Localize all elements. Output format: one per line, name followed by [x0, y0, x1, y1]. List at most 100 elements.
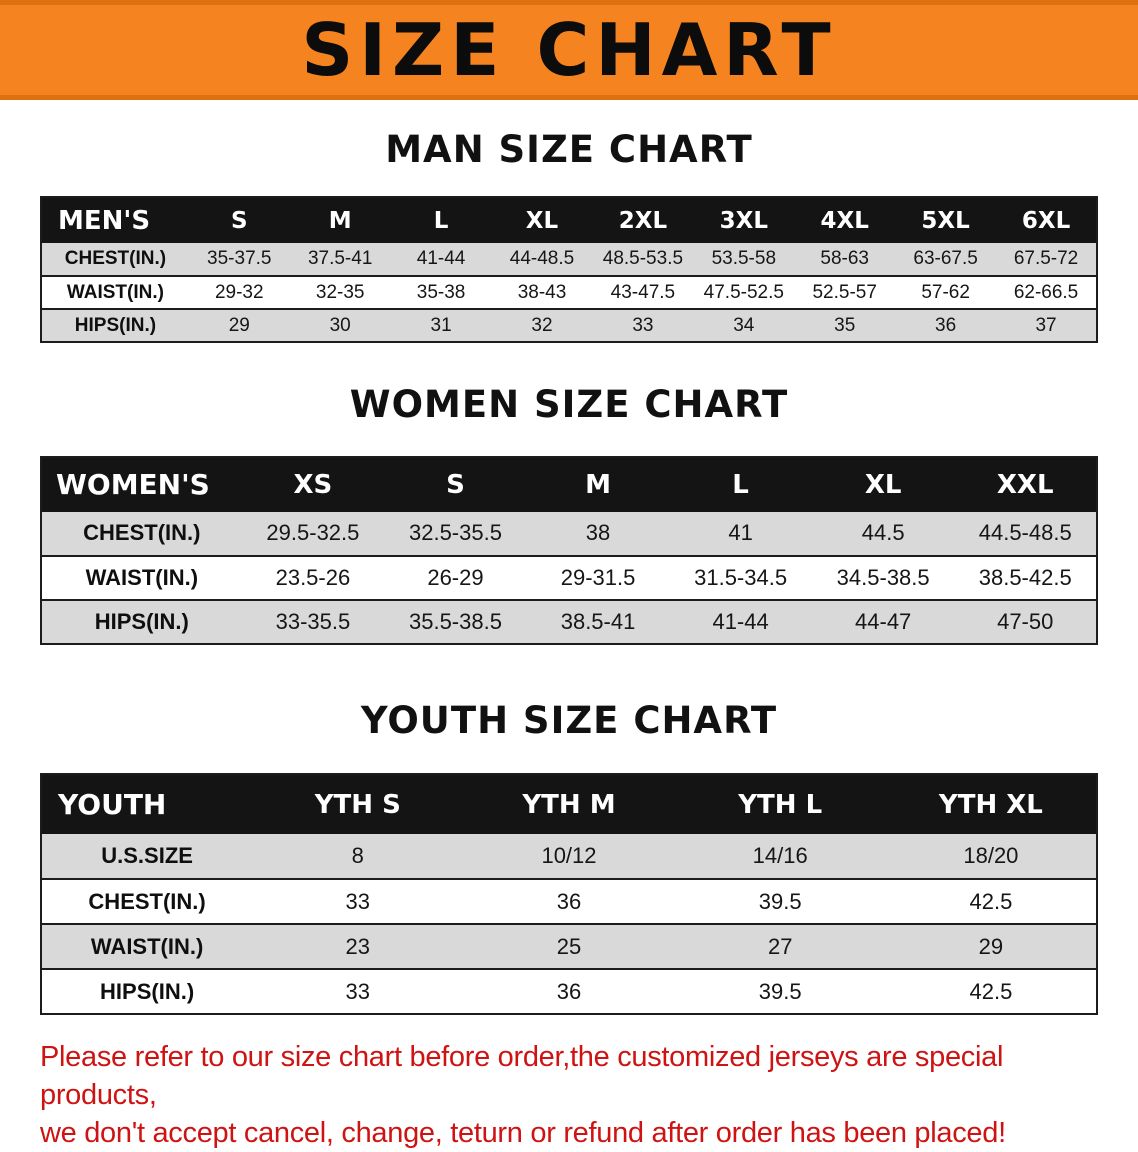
size-value-cell: 36 [935, 314, 957, 336]
size-header-cell: YTH L [674, 774, 886, 835]
size-header-cell: 5XL [895, 197, 997, 244]
size-header-cell: S [384, 456, 527, 512]
size-value-cell: 44.5 [861, 520, 905, 546]
size-value-cell: 31 [430, 314, 452, 336]
size-value-cell: 41-44 [712, 608, 769, 634]
banner: SIZE CHART [0, 0, 1138, 100]
size-value-cell: 52.5-57 [812, 281, 877, 303]
youth-size-table: YOUTH YTH S YTH M YTH L YTH XL U.S.SIZE 8 10/12… [40, 773, 1098, 1016]
size-value-cell: 43-47.5 [610, 281, 676, 303]
section-men: MAN SIZE CHART MEN'S S M L XL 2XL 3XL 4XL 5XL 6XL… [0, 128, 1138, 344]
size-header-cell: XL [811, 456, 955, 512]
size-value-cell: 44-47 [855, 608, 912, 634]
table-row: CHEST(IN.) 29.5-32.5 32.5-35.5 38 41 44.5 44.5… [41, 511, 1097, 556]
size-value-cell: 35.5-38.5 [408, 608, 502, 634]
table-header-row: YOUTH YTH S YTH M YTH L YTH XL [41, 774, 1097, 835]
size-value-cell: 29 [978, 933, 1004, 959]
size-value-cell: 23 [345, 933, 371, 959]
size-value-cell: 18/20 [963, 843, 1019, 869]
size-value-cell: 36 [556, 888, 582, 914]
size-value-cell: 39.5 [758, 888, 802, 914]
size-value-cell: 62-66.5 [1013, 281, 1079, 303]
size-header-cell: 6XL [996, 197, 1097, 244]
table-row: CHEST(IN.) 35-37.5 37.5-41 41-44 44-48.5 48.5… [41, 243, 1097, 277]
size-value-cell: 33 [345, 978, 371, 1004]
table-row: WAIST(IN.) 23 25 27 29 [41, 924, 1097, 970]
row-label: CHEST(IN.) [83, 520, 201, 546]
table-row: HIPS(IN.) 33-35.5 35.5-38.5 38.5-41 41-44 44-… [41, 599, 1097, 644]
row-label: WAIST(IN.) [66, 281, 164, 303]
disclaimer: Please refer to our size chart before or… [40, 1039, 1118, 1152]
size-value-cell: 25 [556, 933, 582, 959]
table-header-row: WOMEN'S XS S M L XL XXL [41, 456, 1097, 512]
size-value-cell: 10/12 [541, 843, 597, 869]
size-value-cell: 48.5-53.5 [602, 248, 684, 270]
row-label: WAIST(IN.) [90, 933, 204, 959]
table-row: WAIST(IN.) 29-32 32-35 35-38 38-43 43-47.5 47.… [41, 276, 1097, 310]
size-value-cell: 58-63 [820, 248, 870, 270]
size-value-cell: 37.5-41 [307, 248, 373, 270]
size-value-cell: 33-35.5 [275, 608, 351, 634]
section-youth: YOUTH SIZE CHART YOUTH YTH S YTH M YTH L YTH… [0, 699, 1138, 1016]
banner-title: SIZE CHART [301, 8, 837, 92]
size-value-cell: 29.5-32.5 [266, 520, 360, 546]
size-header-cell: M [526, 456, 670, 512]
size-header-cell: XS [241, 456, 385, 512]
size-value-cell: 42.5 [969, 888, 1013, 914]
size-value-cell: 29-32 [214, 281, 264, 303]
size-value-cell: 35-37.5 [207, 248, 272, 270]
size-value-cell: 26-29 [427, 564, 484, 590]
size-header-cell: M [289, 197, 391, 244]
size-value-cell: 67.5-72 [1013, 248, 1079, 270]
table-row: HIPS(IN.) 29 30 31 32 33 34 35 36 37 [41, 309, 1097, 343]
size-value-cell: 44-48.5 [509, 248, 575, 270]
men-size-table: MEN'S S M L XL 2XL 3XL 4XL 5XL 6XL CHEST(IN.) 35-37… [40, 196, 1098, 344]
table-title-cell: WOMEN'S [41, 456, 242, 512]
men-section-heading: MAN SIZE CHART [385, 128, 753, 171]
size-value-cell: 32.5-35.5 [408, 520, 502, 546]
row-label: HIPS(IN.) [74, 314, 157, 336]
size-value-cell: 23.5-26 [275, 564, 351, 590]
size-header-cell: YTH M [463, 774, 675, 835]
size-header-cell: L [669, 456, 812, 512]
size-value-cell: 30 [329, 314, 351, 336]
size-header-cell: XXL [954, 456, 1097, 512]
size-value-cell: 38.5-42.5 [978, 564, 1072, 590]
table-header-row: MEN'S S M L XL 2XL 3XL 4XL 5XL 6XL [41, 197, 1097, 244]
size-header-cell: 3XL [693, 197, 795, 244]
women-section-heading: WOMEN SIZE CHART [349, 383, 789, 427]
size-value-cell: 63-67.5 [913, 248, 978, 270]
size-header-cell: S [188, 197, 290, 244]
disclaimer-line-1: Please refer to our size chart before or… [40, 1041, 1004, 1111]
size-value-cell: 29 [228, 314, 250, 336]
size-value-cell: 14/16 [752, 843, 808, 869]
row-label: CHEST(IN.) [64, 248, 167, 270]
size-value-cell: 44.5-48.5 [978, 520, 1072, 546]
size-header-cell: XL [491, 197, 593, 244]
size-value-cell: 47.5-52.5 [703, 281, 784, 303]
size-value-cell: 33 [345, 888, 371, 914]
size-value-cell: 36 [556, 978, 582, 1004]
size-value-cell: 31.5-34.5 [694, 564, 788, 590]
table-title-cell: MEN'S [41, 197, 189, 244]
size-value-cell: 27 [767, 933, 793, 959]
size-value-cell: 38-43 [517, 281, 567, 303]
size-value-cell: 32 [531, 314, 553, 336]
size-value-cell: 39.5 [758, 978, 802, 1004]
size-value-cell: 32-35 [315, 281, 365, 303]
row-label: U.S.SIZE [101, 843, 193, 869]
size-value-cell: 35-38 [416, 281, 466, 303]
table-title-cell: YOUTH [41, 774, 253, 835]
size-value-cell: 29-31.5 [560, 564, 636, 590]
size-value-cell: 47-50 [997, 608, 1054, 634]
size-value-cell: 57-62 [921, 281, 970, 303]
table-row: U.S.SIZE 8 10/12 14/16 18/20 [41, 834, 1097, 880]
size-value-cell: 37 [1035, 314, 1057, 336]
size-value-cell: 41 [728, 520, 753, 546]
row-label: WAIST(IN.) [85, 564, 199, 590]
size-value-cell: 33 [632, 314, 654, 336]
size-value-cell: 8 [351, 843, 364, 869]
size-header-cell: YTH S [252, 774, 464, 835]
size-header-cell: 4XL [794, 197, 896, 244]
size-header-cell: L [390, 197, 492, 244]
